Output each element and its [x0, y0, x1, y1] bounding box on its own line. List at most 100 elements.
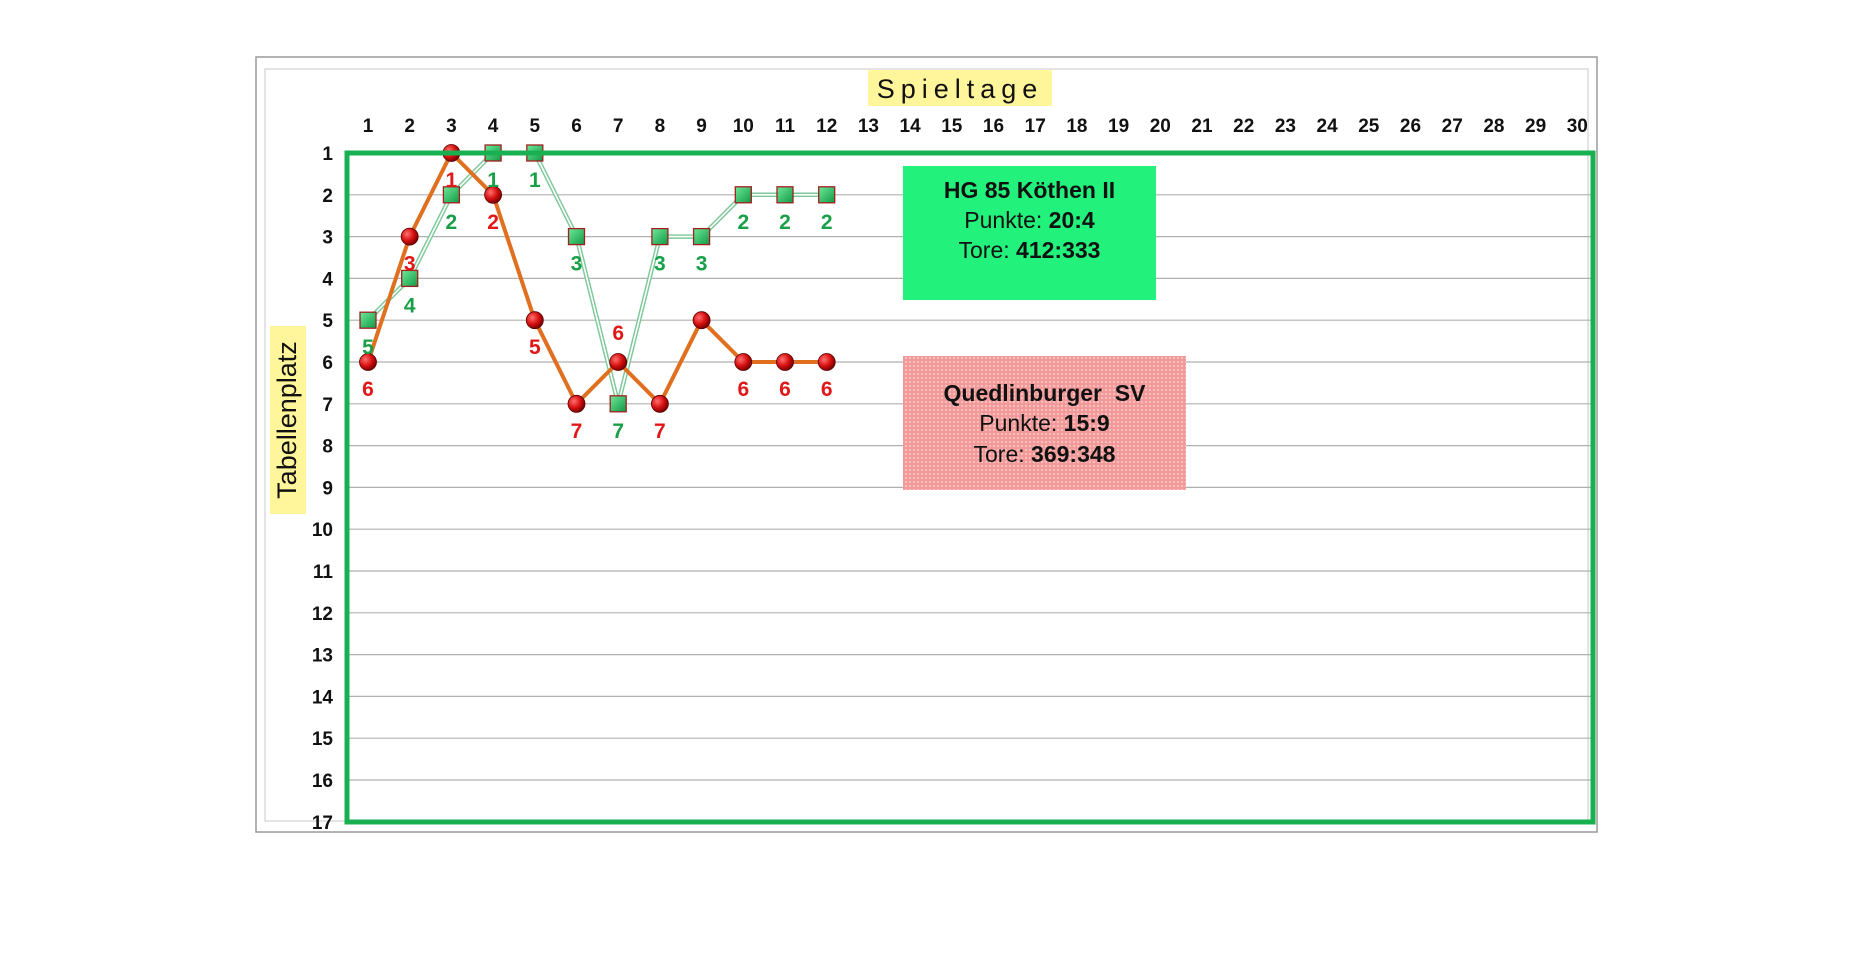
x-tick-labels: 1 2 3 4 5 6 7 8 9 10 11 12 13 14 15 16 17 18 19 20 21 22 23 24 2…	[363, 116, 1588, 137]
marker-koethen	[776, 186, 794, 204]
marker-koethen	[567, 227, 586, 246]
y-axis-title: Tabellenplatz	[272, 341, 302, 499]
x-tick-label: 21	[1191, 116, 1213, 137]
marker-koethen	[692, 227, 711, 246]
y-axis-title-bg	[270, 326, 306, 514]
marker-koethen	[609, 395, 627, 413]
y-tick-label: 15	[312, 729, 334, 750]
x-tick-label: 28	[1483, 116, 1504, 137]
info-box-quedlinburg-punkte: Punkte: 15:9	[979, 410, 1109, 436]
marker-quedlinburg	[400, 227, 419, 246]
data-label-quedlinburg: 1	[446, 169, 458, 192]
data-series: 5 4 2 1 1 3 7 3 3 2 2 2 6 3 1 2 5 7 6 7 6 6 6	[359, 144, 836, 443]
marker-quedlinburg	[484, 185, 503, 204]
x-tick-label: 17	[1025, 116, 1046, 137]
marker-quedlinburg	[692, 311, 711, 330]
x-tick-label: 12	[816, 116, 837, 137]
data-label-koethen: 2	[779, 211, 791, 234]
x-tick-label: 29	[1525, 116, 1546, 137]
marker-quedlinburg	[525, 311, 544, 330]
marker-koethen	[401, 269, 419, 288]
marker-koethen	[651, 227, 669, 246]
data-label-koethen: 2	[737, 211, 749, 234]
x-tick-label: 2	[404, 116, 415, 137]
y-tick-label: 8	[322, 437, 333, 458]
x-tick-label: 6	[571, 116, 582, 137]
y-tick-label: 6	[322, 353, 333, 374]
x-tick-label: 4	[488, 116, 499, 137]
marker-koethen	[734, 186, 752, 204]
y-tick-label: 10	[312, 520, 333, 541]
tore-label: Tore:	[974, 441, 1025, 467]
data-label-koethen: 2	[446, 211, 458, 234]
x-tick-label: 9	[696, 116, 707, 137]
data-label-quedlinburg: 6	[362, 378, 374, 401]
x-tick-label: 14	[900, 116, 922, 137]
tore-value: 412:333	[1016, 237, 1100, 263]
data-label-koethen: 3	[571, 253, 583, 276]
x-tick-label: 13	[858, 116, 879, 137]
plot-area-border	[344, 150, 1596, 825]
x-tick-label: 8	[655, 116, 666, 137]
x-tick-label: 25	[1358, 116, 1380, 137]
x-tick-label: 15	[941, 116, 963, 137]
info-box-quedlinburg-tore: Tore: 369:348	[974, 441, 1116, 467]
x-tick-label: 30	[1567, 116, 1588, 137]
data-label-quedlinburg: 2	[487, 211, 499, 234]
x-tick-label: 11	[775, 116, 796, 137]
punkte-value: 15:9	[1064, 410, 1110, 436]
info-box-koethen-punkte: Punkte: 20:4	[964, 207, 1095, 233]
data-label-quedlinburg: 7	[654, 420, 666, 443]
marker-koethen	[442, 186, 461, 204]
marker-quedlinburg	[734, 353, 753, 371]
punkte-value: 20:4	[1049, 207, 1095, 233]
marker-quedlinburg	[776, 353, 794, 371]
x-axis-title-bg	[868, 70, 1052, 106]
info-box-quedlinburg-bg	[903, 356, 1186, 490]
data-label-quedlinburg: 6	[821, 378, 833, 401]
data-label-koethen: 1	[529, 169, 541, 192]
y-tick-label: 13	[312, 646, 333, 667]
y-tick-label: 2	[322, 186, 333, 207]
marker-quedlinburg	[651, 394, 669, 413]
data-label-quedlinburg: 6	[779, 378, 791, 401]
y-tick-label: 4	[322, 269, 333, 290]
marker-quedlinburg	[567, 394, 586, 413]
x-tick-label: 23	[1275, 116, 1296, 137]
x-tick-label: 7	[613, 116, 624, 137]
data-label-quedlinburg: 7	[571, 420, 583, 443]
data-label-koethen: 3	[696, 253, 708, 276]
y-tick-label: 7	[322, 395, 333, 416]
x-tick-label: 16	[983, 116, 1004, 137]
data-label-koethen: 4	[404, 294, 416, 317]
info-box-koethen: HG 85 Köthen II Punkte: 20:4 Tore: 412:3…	[903, 166, 1156, 300]
x-tick-label: 3	[446, 116, 457, 137]
data-label-quedlinburg: 3	[404, 253, 416, 276]
punkte-label: Punkte:	[979, 410, 1057, 436]
y-tick-label: 11	[313, 562, 334, 583]
data-label-quedlinburg: 6	[737, 378, 749, 401]
info-box-koethen-team: HG 85 Köthen II	[944, 177, 1115, 203]
marker-quedlinburg	[817, 353, 836, 371]
marker-quedlinburg	[609, 353, 628, 371]
x-tick-label: 18	[1066, 116, 1087, 137]
tore-label: Tore:	[959, 237, 1010, 263]
data-label-koethen: 3	[654, 253, 666, 276]
y-tick-label: 16	[312, 771, 333, 792]
y-tick-label: 14	[312, 687, 334, 708]
y-tick-label: 3	[322, 228, 333, 249]
x-tick-label: 1	[363, 116, 374, 137]
x-tick-label: 24	[1317, 116, 1339, 137]
marker-quedlinburg	[359, 353, 377, 371]
tore-value: 369:348	[1031, 441, 1116, 467]
y-tick-label: 1	[322, 144, 333, 165]
info-box-koethen-bg	[903, 166, 1156, 300]
marker-koethen	[818, 186, 836, 204]
x-tick-label: 27	[1442, 116, 1463, 137]
y-tick-label: 9	[322, 478, 333, 499]
x-tick-label: 5	[530, 116, 541, 137]
info-box-koethen-tore: Tore: 412:333	[959, 237, 1101, 263]
y-tick-label: 12	[312, 604, 333, 625]
